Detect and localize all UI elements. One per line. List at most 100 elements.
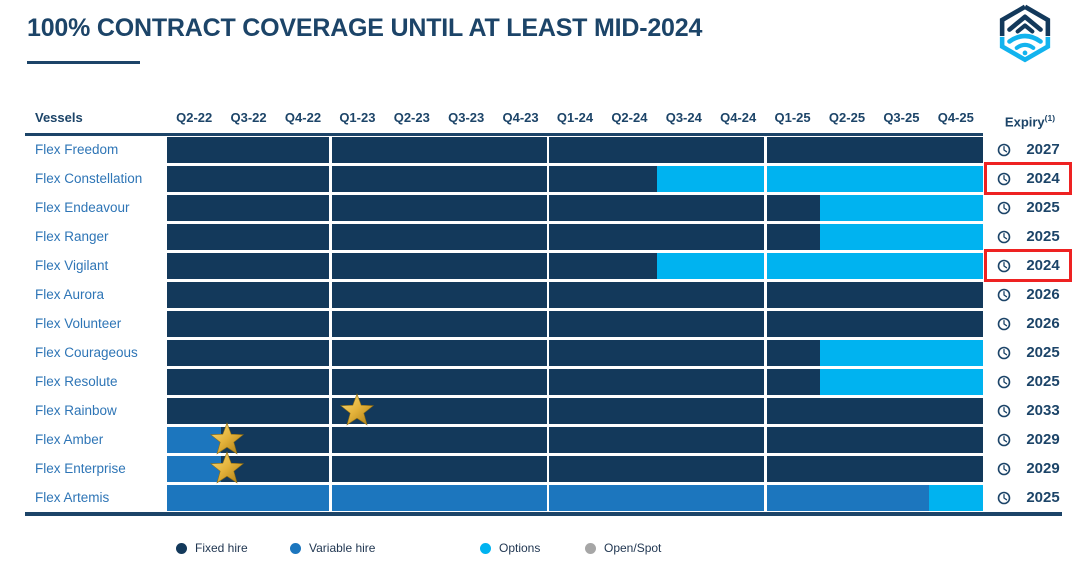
- column-header-quarter: Q4-25: [937, 110, 974, 125]
- clock-icon: [997, 259, 1011, 273]
- legend-item-variable: Variable hire: [290, 540, 375, 556]
- legend-label: Fixed hire: [195, 541, 248, 555]
- column-header-quarter: Q1-24: [556, 110, 594, 125]
- legend-dot-options: [480, 542, 491, 554]
- clock-icon: [997, 433, 1011, 447]
- column-header-quarter: Q3-24: [665, 110, 702, 125]
- column-header-quarter: Q2-24: [611, 110, 648, 125]
- contract-bar-segment-fixed: [167, 137, 983, 163]
- contract-bar-segment-fixed: [167, 166, 657, 192]
- expiry-year: 2026: [1026, 286, 1060, 303]
- vessel-name: Flex Rainbow: [35, 403, 117, 418]
- contract-bar-segment-options: [819, 195, 983, 221]
- expiry-year: 2024: [1026, 257, 1060, 274]
- column-header-vessels: Vessels: [35, 110, 83, 125]
- expiry-year: 2027: [1026, 141, 1060, 158]
- contract-bar-segment-options: [656, 253, 983, 279]
- expiry-highlight-box: [984, 162, 1072, 195]
- clock-icon: [997, 317, 1011, 331]
- column-header-quarter: Q2-23: [393, 110, 430, 125]
- column-header-quarter: Q3-22: [230, 110, 267, 125]
- clock-icon: [997, 143, 1011, 157]
- vessel-name: Flex Freedom: [35, 142, 119, 157]
- legend-label: Open/Spot: [604, 541, 662, 555]
- year-separator: [764, 137, 767, 511]
- contract-bar-segment-fixed: [167, 195, 820, 221]
- expiry-year: 2025: [1026, 489, 1060, 506]
- column-header-quarter: Q3-25: [883, 110, 920, 125]
- vessel-name: Flex Amber: [35, 432, 104, 447]
- contract-bar-segment-variable: [167, 427, 222, 453]
- contract-bar-segment-fixed: [167, 282, 983, 308]
- column-header-quarter: Q3-23: [448, 110, 485, 125]
- column-header-quarter: Q1-23: [339, 110, 376, 125]
- contract-bar-segment-options: [656, 166, 983, 192]
- vessel-name: Flex Vigilant: [35, 258, 109, 273]
- contract-bar-segment-fixed: [167, 398, 983, 424]
- clock-icon: [997, 288, 1011, 302]
- expiry-year: 2025: [1026, 228, 1060, 245]
- column-header-quarter: Q1-25: [774, 110, 811, 125]
- page-title: 100% CONTRACT COVERAGE UNTIL AT LEAST MI…: [27, 14, 703, 42]
- column-header-quarter: Q4-23: [502, 110, 539, 125]
- contract-bar-segment-variable: [167, 456, 222, 482]
- legend-item-options: Options: [480, 540, 540, 556]
- expiry-footnote-marker: (1): [1044, 113, 1056, 123]
- contract-bar-segment-fixed: [167, 340, 820, 366]
- clock-icon: [997, 230, 1011, 244]
- bottom-axis-line: [25, 512, 1062, 516]
- column-header-quarter: Q4-24: [720, 110, 757, 125]
- contract-bar-segment-options: [928, 485, 983, 511]
- clock-icon: [997, 404, 1011, 418]
- contract-bar-segment-options: [819, 340, 983, 366]
- column-header-quarter: Q4-22: [284, 110, 322, 125]
- expiry-year: 2025: [1026, 344, 1060, 361]
- legend-item-open_spot: Open/Spot: [585, 540, 661, 556]
- vessel-name: Flex Artemis: [35, 490, 110, 505]
- contract-bar-segment-fixed: [167, 253, 657, 279]
- column-header-quarter: Q2-22: [176, 110, 213, 125]
- vessel-name: Flex Enterprise: [35, 461, 126, 476]
- vessel-name: Flex Ranger: [35, 229, 109, 244]
- legend-item-fixed: Fixed hire: [176, 540, 248, 556]
- contract-bar-segment-fixed: [167, 311, 983, 337]
- flex-lng-logo-icon: [999, 4, 1051, 63]
- legend-label: Variable hire: [309, 541, 376, 555]
- vessel-name: Flex Courageous: [35, 345, 138, 360]
- contract-bar-segment-fixed: [221, 427, 983, 453]
- vessel-name: Flex Endeavour: [35, 200, 130, 215]
- expiry-header-label: Expiry: [1004, 114, 1045, 130]
- star-icon: [340, 393, 375, 426]
- column-header-expiry: Expiry(1): [985, 108, 1075, 130]
- title-underline: [27, 61, 140, 64]
- contract-bar-segment-fixed: [221, 456, 983, 482]
- year-separator: [546, 137, 550, 511]
- expiry-highlight-box: [984, 249, 1072, 282]
- clock-icon: [997, 491, 1011, 505]
- clock-icon: [997, 201, 1011, 215]
- vessel-name: Flex Resolute: [35, 374, 118, 389]
- star-icon: [209, 451, 244, 484]
- column-header-quarter: Q2-25: [828, 110, 866, 125]
- legend-dot-fixed: [176, 542, 187, 554]
- expiry-year: 2025: [1026, 373, 1060, 390]
- contract-bar-segment-options: [819, 224, 983, 250]
- vessel-name: Flex Volunteer: [35, 316, 122, 331]
- contract-bar-segment-fixed: [167, 224, 820, 250]
- clock-icon: [997, 375, 1011, 389]
- clock-icon: [997, 172, 1011, 186]
- legend-dot-open_spot: [585, 542, 596, 554]
- clock-icon: [997, 346, 1011, 360]
- expiry-year: 2026: [1026, 315, 1060, 332]
- vessel-name: Flex Constellation: [35, 171, 143, 186]
- expiry-year: 2029: [1026, 460, 1060, 477]
- legend-label: Options: [499, 541, 541, 555]
- year-separator: [329, 137, 332, 511]
- contract-bar-segment-options: [819, 369, 983, 395]
- clock-icon: [997, 462, 1011, 476]
- expiry-year: 2029: [1026, 431, 1060, 448]
- legend-dot-variable: [290, 542, 301, 554]
- vessel-name: Flex Aurora: [35, 287, 105, 302]
- expiry-year: 2025: [1026, 199, 1060, 216]
